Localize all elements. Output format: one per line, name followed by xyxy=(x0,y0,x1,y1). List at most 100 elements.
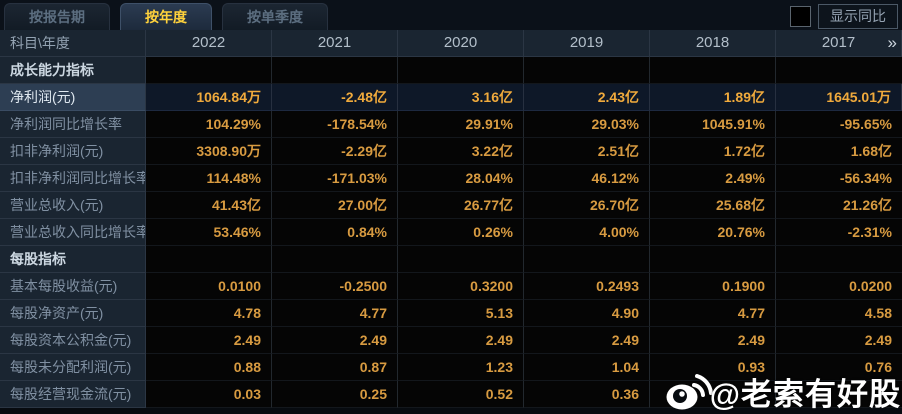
value-cell: -0.2500 xyxy=(272,273,398,300)
row-label: 每股指标 xyxy=(0,246,146,273)
value-cell: 0.25 xyxy=(272,381,398,408)
value-cell xyxy=(776,381,902,408)
period-tabbar: 按报告期 按年度 按单季度 xyxy=(0,0,902,30)
value-cell xyxy=(146,57,272,84)
value-cell: -2.31% xyxy=(776,219,902,246)
value-cell: 0.0200 xyxy=(776,273,902,300)
value-cell: 2.43亿 xyxy=(524,84,650,111)
value-cell: 29.03% xyxy=(524,111,650,138)
row-label: 每股经营现金流(元) xyxy=(0,381,146,408)
value-cell: 4.78 xyxy=(146,300,272,327)
value-cell xyxy=(272,246,398,273)
value-cell xyxy=(272,57,398,84)
more-columns-icon[interactable]: » xyxy=(887,33,898,52)
value-cell: -171.03% xyxy=(272,165,398,192)
value-cell: 1.04 xyxy=(524,354,650,381)
row-label: 每股未分配利润(元) xyxy=(0,354,146,381)
table-header-row: 科目\年度 2022 2021 2020 2019 2018 2017» xyxy=(0,30,902,57)
value-cell: 0.84% xyxy=(272,219,398,246)
table-row[interactable]: 净利润(元) 1064.84万 -2.48亿 3.16亿 2.43亿 1.89亿 1645.… xyxy=(0,84,902,111)
value-cell: -95.65% xyxy=(776,111,902,138)
table-body: 成长能力指标 净利润(元) 1064.84万 -2.48亿 3.16亿 2.43亿 1.89… xyxy=(0,57,902,408)
tab-0[interactable]: 按报告期 xyxy=(4,3,110,30)
value-cell xyxy=(776,57,902,84)
value-cell: 0.93 xyxy=(650,354,776,381)
value-cell: -2.48亿 xyxy=(272,84,398,111)
value-cell: -2.29亿 xyxy=(272,138,398,165)
row-label: 净利润(元) xyxy=(0,84,146,111)
table-row[interactable]: 净利润同比增长率 104.29% -178.54% 29.91% 29.03% 1045.… xyxy=(0,111,902,138)
value-cell: 0.0100 xyxy=(146,273,272,300)
value-cell xyxy=(146,246,272,273)
table-row[interactable]: 每股指标 xyxy=(0,246,902,273)
value-cell: 0.1900 xyxy=(650,273,776,300)
row-label: 净利润同比增长率 xyxy=(0,111,146,138)
value-cell: 1064.84万 xyxy=(146,84,272,111)
value-cell: 114.48% xyxy=(146,165,272,192)
value-cell: 0.88 xyxy=(146,354,272,381)
table-row[interactable]: 基本每股收益(元) 0.0100 -0.2500 0.3200 0.2493 0.1900… xyxy=(0,273,902,300)
value-cell xyxy=(650,246,776,273)
value-cell: 26.77亿 xyxy=(398,192,524,219)
value-cell: 2.49 xyxy=(398,327,524,354)
value-cell: 4.58 xyxy=(776,300,902,327)
value-cell: 104.29% xyxy=(146,111,272,138)
row-label: 扣非净利润(元) xyxy=(0,138,146,165)
row-label: 成长能力指标 xyxy=(0,57,146,84)
value-cell: 27.00亿 xyxy=(272,192,398,219)
table-row[interactable]: 营业总收入同比增长率 53.46% 0.84% 0.26% 4.00% 20.76% -2.… xyxy=(0,219,902,246)
value-cell: 4.77 xyxy=(272,300,398,327)
value-cell: 0.3200 xyxy=(398,273,524,300)
table-row[interactable]: 扣非净利润(元) 3308.90万 -2.29亿 3.22亿 2.51亿 1.72亿 1.6… xyxy=(0,138,902,165)
value-cell: 3.22亿 xyxy=(398,138,524,165)
value-cell: 20.76% xyxy=(650,219,776,246)
table-row[interactable]: 每股资本公积金(元) 2.49 2.49 2.49 2.49 2.49 2.49 xyxy=(0,327,902,354)
value-cell: 1645.01万 xyxy=(776,84,902,111)
value-cell: 2.49% xyxy=(650,165,776,192)
value-cell xyxy=(398,57,524,84)
value-cell: 0.36 xyxy=(524,381,650,408)
value-cell: 2.49 xyxy=(146,327,272,354)
row-label: 基本每股收益(元) xyxy=(0,273,146,300)
value-cell: 1045.91% xyxy=(650,111,776,138)
value-cell: 1.72亿 xyxy=(650,138,776,165)
tab-1-active[interactable]: 按年度 xyxy=(120,3,212,30)
value-cell: 2.51亿 xyxy=(524,138,650,165)
value-cell: -178.54% xyxy=(272,111,398,138)
table-row[interactable]: 每股经营现金流(元) 0.03 0.25 0.52 0.36 xyxy=(0,381,902,408)
value-cell xyxy=(524,57,650,84)
value-cell: 46.12% xyxy=(524,165,650,192)
value-cell: 2.49 xyxy=(776,327,902,354)
value-cell: 2.49 xyxy=(524,327,650,354)
year-header-2017: 2017» xyxy=(776,30,902,57)
table-row[interactable]: 扣非净利润同比增长率 114.48% -171.03% 28.04% 46.12% 2.4… xyxy=(0,165,902,192)
value-cell: 2.49 xyxy=(650,327,776,354)
table-row[interactable]: 每股净资产(元) 4.78 4.77 5.13 4.90 4.77 4.58 xyxy=(0,300,902,327)
year-header-2019: 2019 xyxy=(524,30,650,57)
value-cell: 0.52 xyxy=(398,381,524,408)
yoy-controls: 显示同比 xyxy=(790,4,898,29)
value-cell: 28.04% xyxy=(398,165,524,192)
yoy-checkbox[interactable] xyxy=(790,6,811,27)
value-cell: 3.16亿 xyxy=(398,84,524,111)
year-header-2022: 2022 xyxy=(146,30,272,57)
value-cell: 1.68亿 xyxy=(776,138,902,165)
table-row[interactable]: 每股未分配利润(元) 0.88 0.87 1.23 1.04 0.93 0.76 xyxy=(0,354,902,381)
table-row[interactable]: 营业总收入(元) 41.43亿 27.00亿 26.77亿 26.70亿 25.68亿 21… xyxy=(0,192,902,219)
value-cell: 25.68亿 xyxy=(650,192,776,219)
value-cell: 26.70亿 xyxy=(524,192,650,219)
value-cell: 53.46% xyxy=(146,219,272,246)
value-cell: 21.26亿 xyxy=(776,192,902,219)
row-label: 每股净资产(元) xyxy=(0,300,146,327)
value-cell: 0.03 xyxy=(146,381,272,408)
yoy-toggle-label[interactable]: 显示同比 xyxy=(818,4,898,29)
table-row[interactable]: 成长能力指标 xyxy=(0,57,902,84)
value-cell: 0.87 xyxy=(272,354,398,381)
value-cell: 4.00% xyxy=(524,219,650,246)
year-header-2021: 2021 xyxy=(272,30,398,57)
value-cell: 1.23 xyxy=(398,354,524,381)
value-cell xyxy=(776,246,902,273)
tab-2[interactable]: 按单季度 xyxy=(222,3,328,30)
value-cell xyxy=(650,57,776,84)
